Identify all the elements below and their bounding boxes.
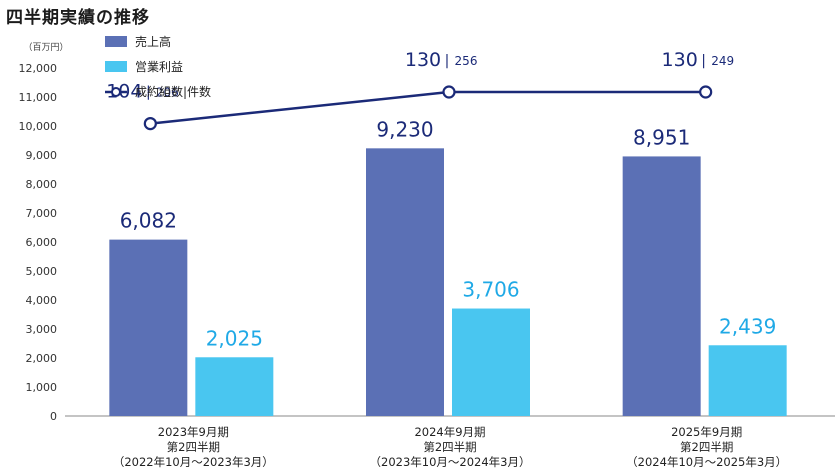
y-tick-label: 1,000 (26, 381, 58, 394)
legend-swatch-net-sales (105, 36, 127, 47)
bar-net-sales (622, 156, 701, 416)
y-tick-label: 0 (50, 410, 57, 423)
bar-operating-profit (708, 345, 787, 416)
count-label: 130 (662, 49, 698, 71)
y-tick-label: 11,000 (19, 91, 58, 104)
count-sub-label: 206 (156, 86, 179, 100)
bar-operating-profit (452, 308, 530, 416)
x-category-label: 2023年9月期 (158, 425, 229, 439)
x-category-label: 2024年9月期 (414, 425, 485, 439)
bar-operating-profit (195, 357, 274, 416)
bar-value-label-operating-profit: 2,439 (719, 314, 776, 338)
bar-value-label-net-sales: 8,951 (633, 125, 690, 149)
bar-value-label-operating-profit: 3,706 (462, 278, 519, 302)
bar-value-label-operating-profit: 2,025 (206, 326, 263, 350)
x-category-period: （2024年10月～2025年3月） (626, 455, 787, 469)
y-unit-label: （百万円） (23, 42, 68, 53)
chart-title: 四半期実績の推移 (6, 8, 150, 28)
x-category-label: 2025年9月期 (671, 425, 742, 439)
legend-marker-contracts (111, 87, 121, 97)
x-category-sublabel: 第2四半期 (423, 440, 476, 454)
x-category-sublabel: 第2四半期 (167, 440, 220, 454)
count-separator: | (445, 53, 450, 69)
bar-net-sales (366, 148, 444, 416)
count-separator: | (146, 85, 151, 101)
x-category-period: （2022年10月～2023年3月） (113, 455, 274, 469)
y-tick-label: 9,000 (26, 149, 58, 162)
line-point (699, 85, 713, 99)
y-tick-label: 2,000 (26, 352, 58, 365)
y-tick-label: 4,000 (26, 294, 58, 307)
legend-label-net-sales: 売上高 (135, 34, 171, 49)
count-sub-label: 249 (711, 54, 734, 68)
y-tick-label: 6,000 (26, 236, 58, 249)
y-tick-label: 8,000 (26, 178, 58, 191)
count-separator: | (701, 53, 706, 69)
y-tick-label: 7,000 (26, 207, 58, 220)
x-category-sublabel: 第2四半期 (680, 440, 733, 454)
y-tick-label: 12,000 (19, 62, 58, 75)
legend-label-contracts: 成約組数|件数 (135, 84, 211, 99)
x-category-period: （2023年10月～2024年3月） (370, 455, 531, 469)
count-label: 130 (405, 49, 441, 71)
y-tick-label: 10,000 (19, 120, 58, 133)
bar-net-sales (109, 239, 188, 416)
bar-value-label-net-sales: 6,082 (120, 209, 177, 233)
line-point (143, 116, 157, 131)
count-sub-label: 256 (455, 54, 478, 68)
line-point (442, 85, 456, 99)
y-tick-label: 5,000 (26, 265, 58, 278)
y-tick-label: 3,000 (26, 323, 58, 336)
legend-swatch-operating-profit (105, 61, 127, 72)
legend-label-operating-profit: 営業利益 (135, 60, 183, 74)
bar-value-label-net-sales: 9,230 (376, 117, 433, 141)
